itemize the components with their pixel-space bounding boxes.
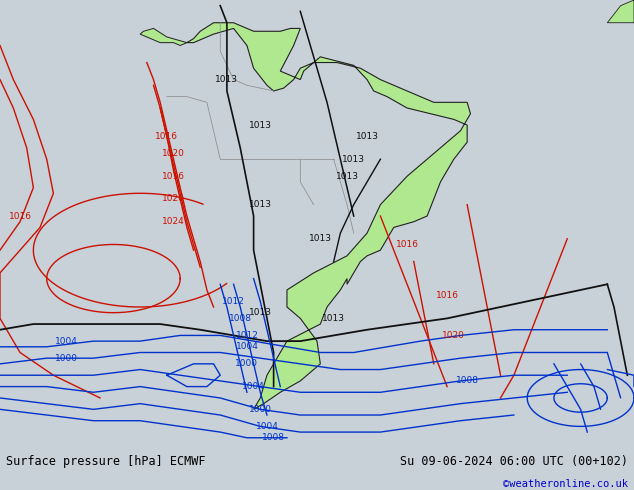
Text: 1012: 1012 [235, 331, 259, 340]
Text: 1013: 1013 [216, 75, 238, 84]
Text: 1024: 1024 [162, 217, 185, 226]
Text: 1016: 1016 [436, 291, 458, 300]
Text: 1020: 1020 [443, 331, 465, 340]
Polygon shape [607, 0, 634, 23]
Text: 1013: 1013 [249, 200, 272, 209]
Text: 1004: 1004 [235, 343, 259, 351]
Text: 1016: 1016 [155, 132, 178, 141]
Text: 1013: 1013 [309, 234, 332, 243]
Text: 1012: 1012 [269, 444, 292, 454]
Text: 1013: 1013 [342, 155, 365, 164]
Text: 1008: 1008 [229, 314, 252, 323]
Text: Su 09-06-2024 06:00 UTC (00+102): Su 09-06-2024 06:00 UTC (00+102) [399, 455, 628, 467]
Text: 1000: 1000 [55, 354, 78, 363]
Text: 1020: 1020 [162, 149, 185, 158]
Text: ©weatheronline.co.uk: ©weatheronline.co.uk [503, 479, 628, 490]
Text: 1000: 1000 [249, 405, 272, 414]
Text: 1000: 1000 [235, 359, 259, 368]
Text: 1020: 1020 [162, 195, 185, 203]
Text: 1013: 1013 [356, 132, 378, 141]
Text: 1012: 1012 [222, 297, 245, 306]
Polygon shape [140, 28, 187, 46]
Text: 1004: 1004 [55, 337, 78, 345]
Text: 1016: 1016 [8, 212, 32, 220]
Text: 1004: 1004 [256, 422, 278, 431]
Polygon shape [187, 23, 470, 409]
Text: 1004: 1004 [242, 382, 265, 391]
Text: 1013: 1013 [249, 121, 272, 129]
Text: 1013: 1013 [322, 314, 345, 323]
Text: 1013: 1013 [249, 308, 272, 317]
Text: Surface pressure [hPa] ECMWF: Surface pressure [hPa] ECMWF [6, 455, 206, 467]
Text: 1016: 1016 [162, 172, 185, 181]
Text: 1008: 1008 [262, 433, 285, 442]
Text: 1016: 1016 [396, 240, 418, 249]
Text: 1008: 1008 [456, 376, 479, 386]
Text: 1013: 1013 [335, 172, 359, 181]
